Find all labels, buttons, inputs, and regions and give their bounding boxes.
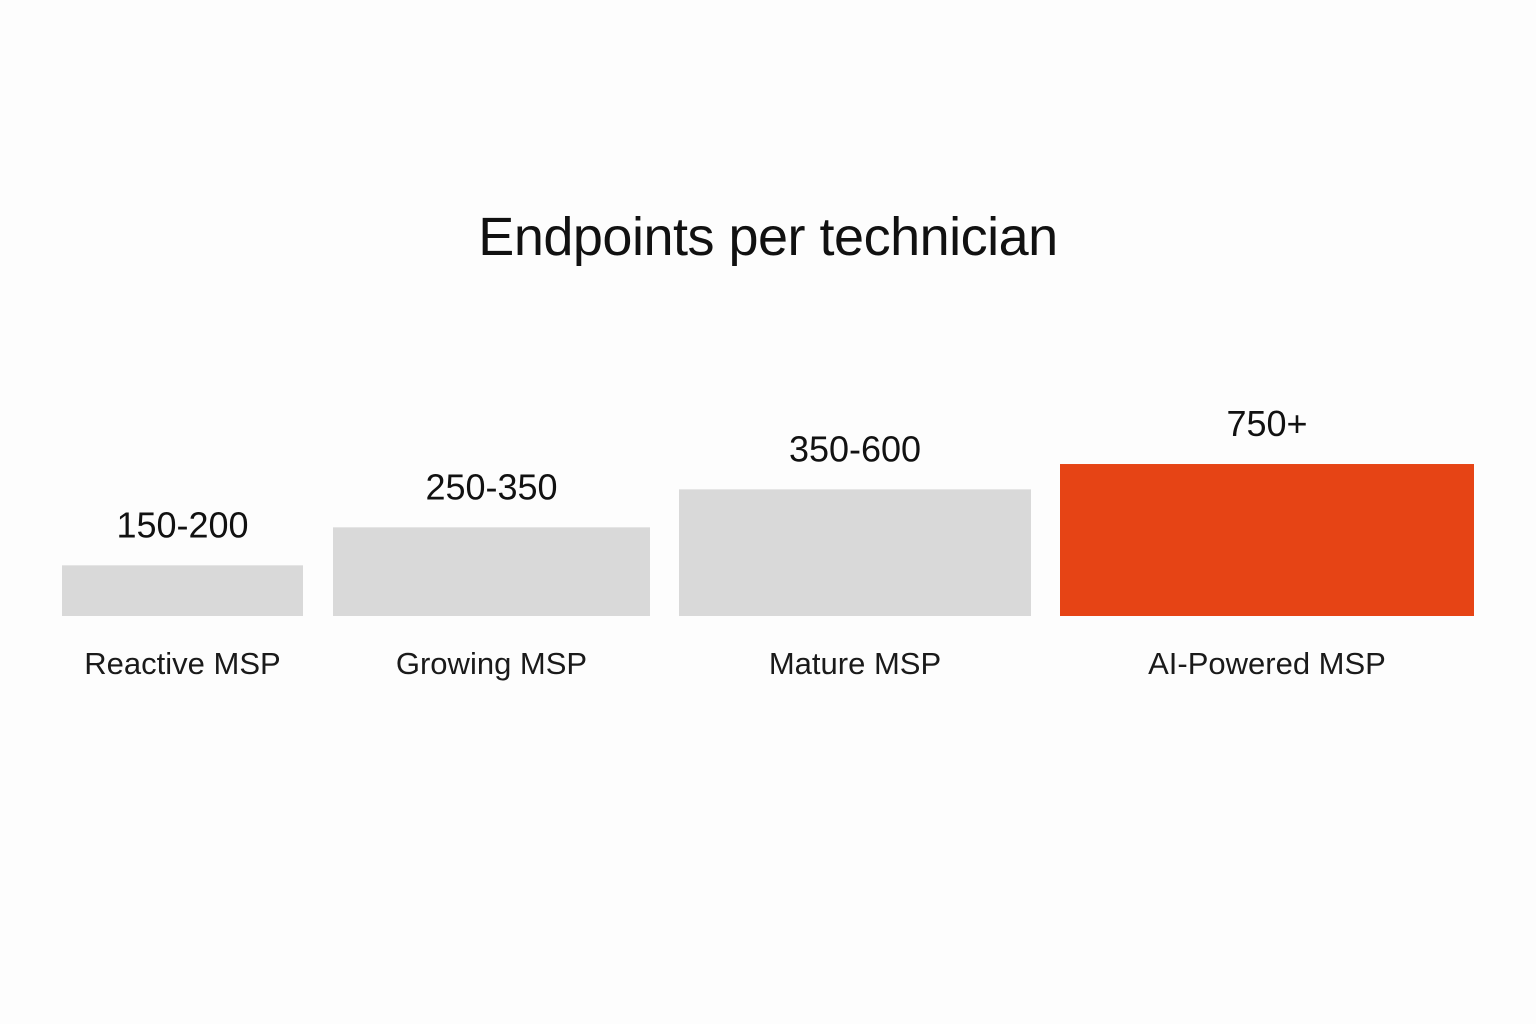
category-label: Reactive MSP (84, 646, 280, 681)
value-label: 750+ (1226, 403, 1307, 444)
value-label: 150-200 (116, 504, 248, 545)
bar-reactive-msp (62, 565, 303, 616)
bar-mature-msp (679, 489, 1031, 616)
category-label: Mature MSP (769, 646, 941, 681)
category-label: AI-Powered MSP (1148, 646, 1386, 681)
chart-title: Endpoints per technician (478, 207, 1058, 267)
value-label: 350-600 (789, 428, 921, 469)
value-label: 250-350 (425, 466, 557, 507)
bar-ai-powered-msp (1060, 464, 1474, 616)
category-label: Growing MSP (396, 646, 587, 681)
bar-growing-msp (333, 527, 650, 616)
